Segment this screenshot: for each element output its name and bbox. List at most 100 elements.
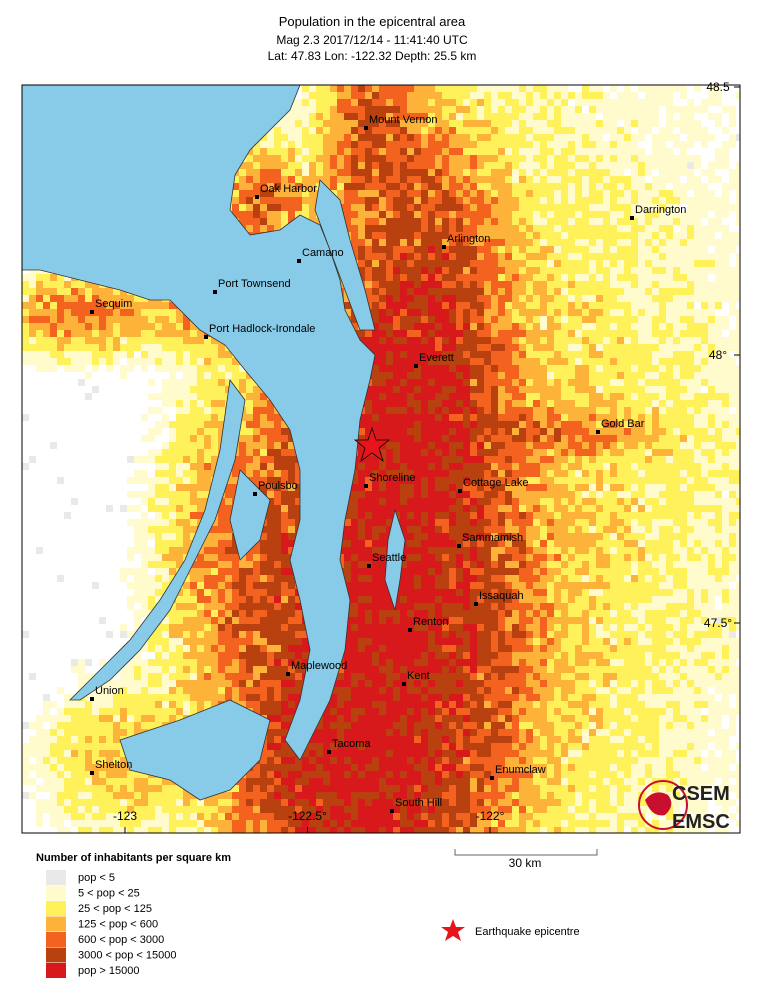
pop-cell [694, 330, 701, 337]
pop-cell [477, 414, 484, 421]
pop-cell [337, 120, 344, 127]
pop-cell [295, 484, 302, 491]
pop-cell [435, 330, 442, 337]
pop-cell [666, 463, 673, 470]
pop-cell [610, 421, 617, 428]
pop-cell [638, 232, 645, 239]
pop-cell [288, 470, 295, 477]
pop-cell [526, 239, 533, 246]
pop-cell [372, 134, 379, 141]
pop-cell [50, 344, 57, 351]
pop-cell [505, 393, 512, 400]
pop-cell [617, 162, 624, 169]
pop-cell [687, 484, 694, 491]
pop-cell [694, 428, 701, 435]
pop-cell [428, 351, 435, 358]
pop-cell [470, 309, 477, 316]
pop-cell [722, 274, 729, 281]
pop-cell [722, 372, 729, 379]
pop-cell [379, 337, 386, 344]
pop-cell [351, 155, 358, 162]
pop-cell [386, 351, 393, 358]
pop-cell [498, 449, 505, 456]
pop-cell [680, 407, 687, 414]
pop-cell [78, 281, 85, 288]
pop-cell [519, 127, 526, 134]
pop-cell [463, 344, 470, 351]
pop-cell [120, 316, 127, 323]
pop-cell [435, 162, 442, 169]
pop-cell [498, 253, 505, 260]
pop-cell [400, 127, 407, 134]
pop-cell [456, 120, 463, 127]
pop-cell [687, 372, 694, 379]
pop-cell [617, 183, 624, 190]
pop-cell [673, 134, 680, 141]
pop-cell [540, 113, 547, 120]
pop-cell [281, 498, 288, 505]
pop-cell [540, 351, 547, 358]
pop-cell [694, 176, 701, 183]
pop-cell [568, 470, 575, 477]
pop-cell [197, 498, 204, 505]
pop-cell [372, 92, 379, 99]
pop-cell [575, 288, 582, 295]
pop-cell [554, 190, 561, 197]
pop-cell [190, 337, 197, 344]
pop-cell [533, 407, 540, 414]
pop-cell [386, 120, 393, 127]
pop-cell [505, 428, 512, 435]
pop-cell [148, 491, 155, 498]
pop-cell [687, 253, 694, 260]
pop-cell [204, 470, 211, 477]
pop-cell [652, 99, 659, 106]
pop-cell [722, 197, 729, 204]
pop-cell [533, 491, 540, 498]
pop-cell [512, 190, 519, 197]
pop-cell [379, 190, 386, 197]
pop-cell [666, 281, 673, 288]
pop-cell [470, 162, 477, 169]
pop-cell [435, 407, 442, 414]
pop-cell [659, 176, 666, 183]
pop-cell [512, 302, 519, 309]
pop-cell [519, 421, 526, 428]
pop-cell [120, 323, 127, 330]
pop-cell [484, 92, 491, 99]
pop-cell [344, 176, 351, 183]
pop-cell [694, 267, 701, 274]
pop-cell [498, 99, 505, 106]
pop-cell [610, 302, 617, 309]
pop-cell [624, 253, 631, 260]
pop-cell [386, 442, 393, 449]
pop-cell [442, 99, 449, 106]
pop-cell [547, 120, 554, 127]
pop-cell [708, 113, 715, 120]
pop-cell [323, 155, 330, 162]
pop-cell [505, 379, 512, 386]
pop-cell [505, 120, 512, 127]
pop-cell [484, 85, 491, 92]
pop-cell [568, 176, 575, 183]
pop-cell [498, 470, 505, 477]
pop-cell [603, 246, 610, 253]
pop-cell [477, 85, 484, 92]
pop-cell [379, 99, 386, 106]
pop-cell [155, 428, 162, 435]
pop-cell [596, 372, 603, 379]
pop-cell [302, 85, 309, 92]
pop-cell [477, 449, 484, 456]
pop-cell [400, 85, 407, 92]
pop-cell [659, 477, 666, 484]
pop-cell [638, 491, 645, 498]
pop-cell [568, 330, 575, 337]
pop-cell [428, 414, 435, 421]
pop-cell [148, 302, 155, 309]
pop-cell [512, 246, 519, 253]
pop-cell [708, 358, 715, 365]
pop-cell [358, 176, 365, 183]
pop-cell [547, 400, 554, 407]
pop-cell [575, 197, 582, 204]
pop-cell [197, 393, 204, 400]
pop-cell [715, 302, 722, 309]
